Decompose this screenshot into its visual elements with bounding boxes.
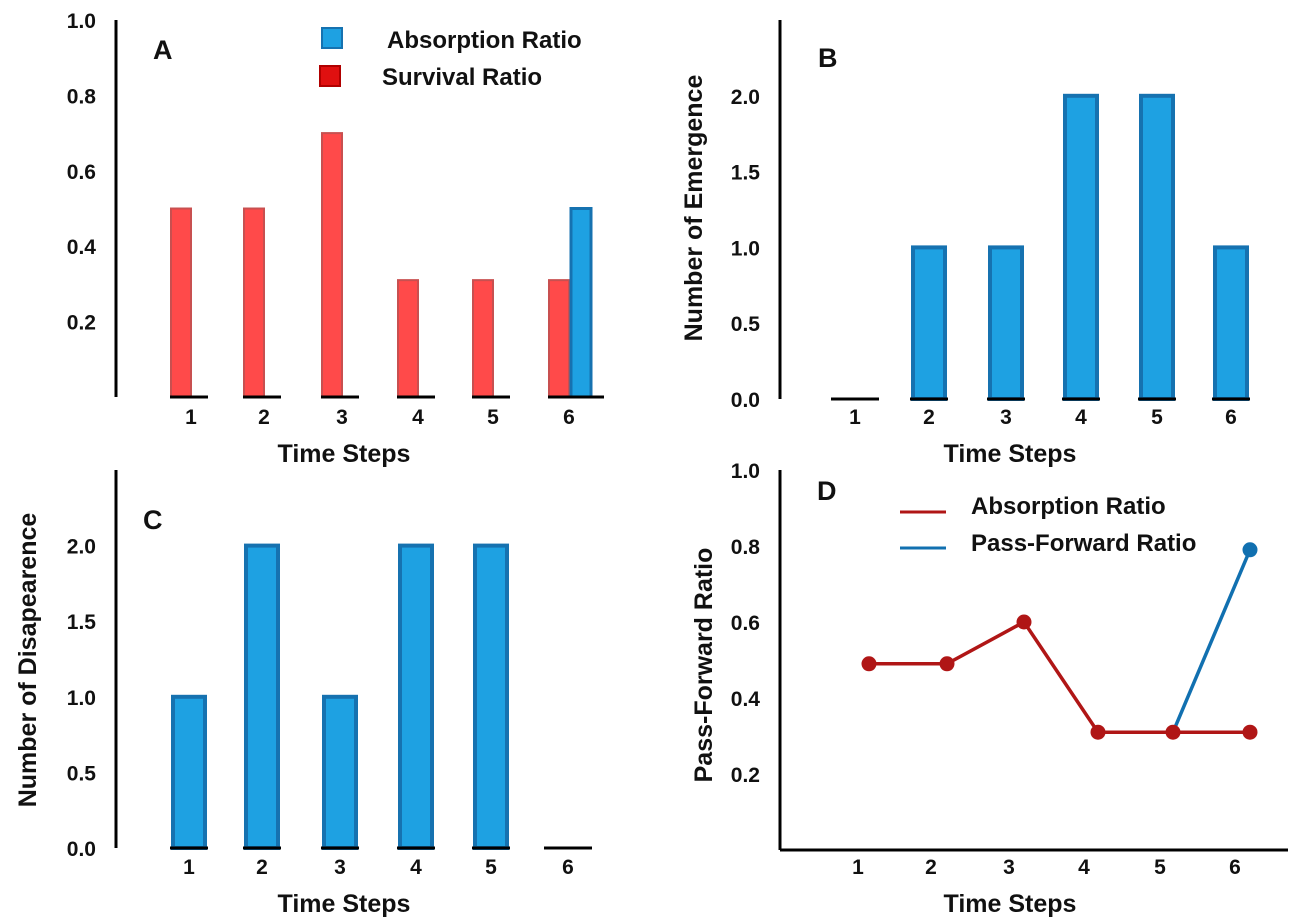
x-tick-label-b: 1: [849, 406, 861, 429]
x-tick-label-d: 1: [852, 856, 864, 879]
y-tick-label-b: 1.5: [731, 162, 761, 185]
y-tick-label-a: 1.0: [67, 10, 96, 33]
point-absorption-ratio: [1016, 614, 1032, 630]
x-tick-label-d: 2: [925, 856, 937, 879]
y-tick-label-b: 2.0: [731, 86, 760, 109]
y-tick-label-d: 0.2: [731, 764, 760, 787]
x-axis-title-c: Time Steps: [278, 890, 411, 917]
legend-d: Absorption Ratio Pass-Forward Ratio: [900, 493, 1196, 557]
bar-b: [1063, 93, 1099, 402]
bar-absorption-ratio: [569, 207, 593, 399]
bar-b: [988, 245, 1024, 401]
x-axis-title-d: Time Steps: [944, 890, 1077, 917]
x-tick-label-b: 5: [1151, 406, 1163, 429]
y-tick-label-a: 0.4: [67, 236, 97, 259]
y-tick-label-b: 0.5: [731, 313, 761, 336]
y-tick-label-d: 0.8: [731, 536, 761, 559]
point-absorption-ratio: [1165, 724, 1181, 740]
x-axis-title-a: Time Steps: [278, 440, 411, 468]
y-tick-label-c: 1.5: [67, 611, 97, 634]
y-tick-label-a: 0.6: [67, 161, 96, 184]
x-tick-label-c: 6: [562, 856, 574, 879]
x-tick-label-b: 4: [1075, 406, 1087, 429]
panel-label-b: B: [818, 43, 838, 73]
bar-b: [1139, 93, 1175, 402]
panel-a: A 1.0 0.8 0.6 0.4 0.2 1 2 3 4 5 6 Time Steps Absor…: [67, 10, 604, 468]
y-tick-label-d: 0.6: [731, 612, 760, 635]
x-tick-label-a: 5: [487, 406, 499, 429]
x-tick-label-b: 3: [1000, 406, 1012, 429]
y-tick-label-a: 0.8: [67, 85, 97, 108]
panel-label-a: A: [153, 35, 173, 65]
x-tick-label-d: 6: [1229, 856, 1241, 879]
bar-c: [398, 543, 434, 850]
y-axis-title-b: Number of Emergence: [680, 75, 708, 342]
legend-a: Absorption Ratio Survival Ratio: [319, 27, 582, 91]
x-tick-label-c: 2: [256, 856, 268, 879]
point-pass-forward-ratio: [1242, 542, 1258, 558]
y-tick-label-c: 1.0: [67, 687, 96, 710]
bar-b: [1213, 245, 1249, 401]
x-tick-label-c: 1: [183, 856, 195, 879]
legend-label-survival-a: Survival Ratio: [382, 64, 542, 91]
y-tick-label-d: 0.4: [731, 688, 761, 711]
panel-c: C 2.0 1.5 1.0 0.5 0.0 1 2 3 4 5 6 Time Steps Numbe…: [14, 470, 592, 917]
x-axis-title-b: Time Steps: [944, 440, 1077, 468]
y-tick-label-a: 0.2: [67, 312, 96, 335]
x-tick-label-a: 4: [412, 406, 424, 429]
legend-label-absorption-d: Absorption Ratio: [971, 493, 1166, 520]
point-absorption-ratio: [861, 656, 877, 672]
bar-c: [473, 543, 509, 850]
bar-b: [911, 245, 947, 401]
x-tick-label-d: 4: [1078, 856, 1090, 879]
y-tick-label-c: 0.5: [67, 762, 97, 785]
x-tick-label-d: 3: [1003, 856, 1015, 879]
x-tick-label-c: 3: [334, 856, 346, 879]
panel-label-c: C: [143, 505, 163, 535]
bar-c: [171, 694, 207, 850]
bar-survival-ratio: [472, 279, 494, 399]
bar-c: [244, 543, 280, 850]
x-tick-label-a: 1: [185, 406, 197, 429]
bar-survival-ratio: [243, 207, 265, 398]
bar-survival-ratio: [321, 132, 343, 398]
y-axis-title-d: Pass-Forward Ratio: [690, 548, 718, 783]
x-tick-label-d: 5: [1154, 856, 1166, 879]
point-absorption-ratio: [1242, 724, 1258, 740]
bar-survival-ratio: [170, 207, 192, 398]
panel-label-d: D: [817, 476, 837, 506]
bar-c: [322, 694, 358, 850]
line-series-absorption-ratio: [869, 619, 1250, 734]
point-absorption-ratio: [939, 656, 955, 672]
panel-d: D 1.0 0.8 0.6 0.4 0.2 1 2 3 4 5 6 Time Steps Pass-…: [690, 460, 1288, 917]
x-tick-label-c: 4: [410, 856, 422, 879]
legend-label-absorption-a: Absorption Ratio: [387, 27, 582, 54]
x-tick-label-a: 2: [258, 406, 270, 429]
bar-survival-ratio: [548, 279, 570, 399]
x-tick-label-b: 6: [1225, 406, 1237, 429]
point-absorption-ratio: [1090, 724, 1106, 740]
panel-b: B 2.0 1.5 1.0 0.5 0.0 1 2 3 4 5 6 Time Steps Numbe…: [680, 20, 1250, 468]
x-tick-label-a: 6: [563, 406, 575, 429]
x-tick-label-b: 2: [923, 406, 935, 429]
line-series-pass-forward-ratio: [1171, 549, 1252, 733]
y-tick-label-c: 2.0: [67, 536, 96, 559]
y-tick-label-c: 0.0: [67, 838, 96, 861]
legend-label-passforward-d: Pass-Forward Ratio: [971, 530, 1196, 557]
y-axis-title-c: Number of Disapearence: [14, 513, 42, 808]
bar-survival-ratio: [397, 279, 419, 399]
x-tick-label-a: 3: [336, 406, 348, 429]
y-tick-label-d: 1.0: [731, 460, 760, 483]
legend-swatch-survival-a: [319, 65, 341, 87]
y-tick-label-b: 1.0: [731, 237, 760, 260]
x-tick-label-c: 5: [485, 856, 497, 879]
legend-swatch-absorption-a: [321, 27, 343, 49]
y-tick-label-b: 0.0: [731, 389, 760, 412]
